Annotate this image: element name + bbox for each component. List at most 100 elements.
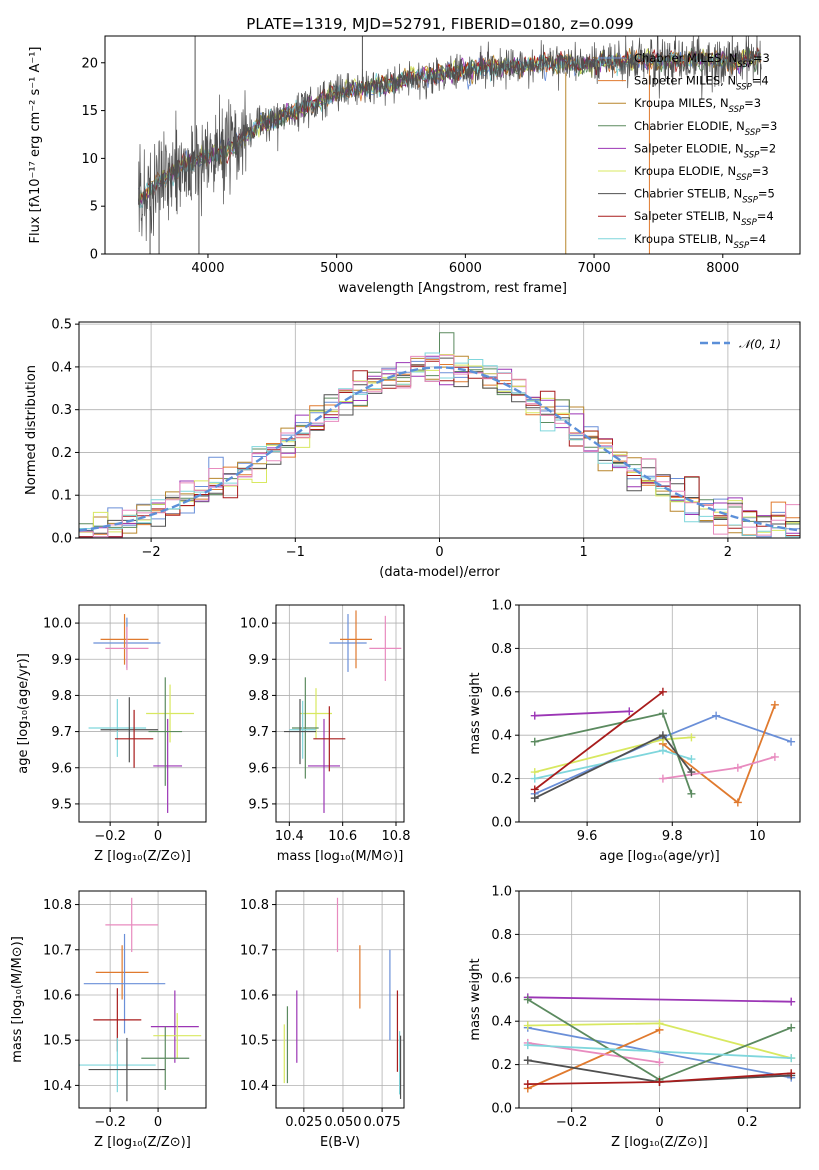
x-axis-label: Z [log₁₀(Z/Z⊙)] bbox=[94, 849, 191, 864]
weight-marker bbox=[787, 737, 796, 746]
x-axis-label: Z [log₁₀(Z/Z⊙)] bbox=[611, 1135, 708, 1150]
weight-marker bbox=[687, 755, 696, 764]
y-tick-label: 10.4 bbox=[43, 1079, 72, 1094]
x-tick-label: −2 bbox=[142, 545, 161, 560]
weight-marker bbox=[787, 1023, 796, 1032]
x-axis-label: wavelength [Angstrom, rest frame] bbox=[338, 281, 567, 296]
x-tick-label: 2 bbox=[724, 545, 732, 560]
weight-marker bbox=[687, 789, 696, 798]
weight-line bbox=[527, 1044, 792, 1059]
y-tick-label: 10.0 bbox=[43, 617, 72, 632]
plot-area bbox=[79, 332, 800, 538]
y-tick-label: 9.5 bbox=[51, 797, 72, 812]
x-tick-label: 9.6 bbox=[577, 829, 598, 844]
y-tick-label: 0.4 bbox=[491, 1015, 512, 1030]
weight-line bbox=[534, 710, 630, 717]
y-axis-label: age [log₁₀(age/yr)] bbox=[16, 653, 31, 774]
weight-line bbox=[534, 714, 792, 795]
y-tick-label: 1.0 bbox=[491, 599, 512, 614]
y-tick-label: 0.5 bbox=[51, 318, 72, 333]
y-tick-label: 10.5 bbox=[240, 1034, 269, 1049]
y-tick-label: 10.6 bbox=[240, 988, 269, 1003]
weight-marker bbox=[687, 733, 696, 742]
y-tick-label: 1.0 bbox=[491, 885, 512, 900]
residuals-panel: 𝒩(0, 1) −2 −1 0 1 2 0.0 0.1 0.2 0.3 0.4 0.5 (data-mo… bbox=[24, 318, 801, 580]
x-tick-label: 6000 bbox=[449, 261, 482, 276]
y-axis-label: mass weight bbox=[468, 958, 483, 1040]
y-tick-label: 9.6 bbox=[51, 761, 72, 776]
weight-line bbox=[527, 996, 792, 1003]
legend-label: Kroupa MILES, NSSP=3 bbox=[634, 96, 761, 115]
histogram-step bbox=[79, 354, 800, 538]
axes-frame bbox=[78, 604, 207, 823]
y-tick-label: 0.8 bbox=[491, 642, 512, 657]
weight-marker bbox=[733, 763, 742, 772]
weight-marker bbox=[787, 1069, 796, 1078]
plot-area bbox=[138, 36, 762, 254]
plot-area bbox=[284, 610, 402, 813]
x-tick-label: 0 bbox=[435, 545, 443, 560]
legend-label: Salpeter MILES, NSSP=4 bbox=[634, 74, 769, 93]
weight-marker bbox=[530, 737, 539, 746]
legend-label: Chabrier ELODIE, NSSP=3 bbox=[634, 119, 777, 138]
y-tick-label: 10.8 bbox=[240, 898, 269, 913]
legend-label: Kroupa STELIB, NSSP=4 bbox=[634, 232, 766, 251]
y-tick-label: 9.6 bbox=[248, 761, 269, 776]
x-axis-label: (data-model)/error bbox=[379, 565, 500, 580]
y-axis-label: Flux [fλ10⁻¹⁷ erg cm⁻² s⁻¹ A⁻¹] bbox=[28, 47, 43, 244]
weight-marker bbox=[530, 794, 539, 803]
y-tick-label: 10.8 bbox=[43, 898, 72, 913]
y-tick-label: 0.3 bbox=[51, 403, 72, 418]
plot-area bbox=[79, 897, 202, 1102]
weight-marker bbox=[530, 711, 539, 720]
x-tick-label: 0 bbox=[154, 1115, 162, 1130]
y-tick-label: 5 bbox=[90, 200, 98, 215]
weight-marker bbox=[655, 1077, 664, 1086]
x-tick-label: 5000 bbox=[320, 261, 353, 276]
x-tick-label: −0.2 bbox=[556, 1115, 588, 1130]
mass-vs-ebv-panel: 0.025 0.050 0.075 10.4 10.5 10.6 10.7 10.8 E(B-V… bbox=[240, 890, 405, 1150]
weight-marker bbox=[658, 687, 667, 696]
x-axis-label: mass [log₁₀(M/M⊙)] bbox=[277, 849, 404, 864]
y-tick-label: 0.1 bbox=[51, 489, 72, 504]
weight-marker bbox=[787, 997, 796, 1006]
weight-marker bbox=[625, 707, 634, 716]
x-tick-label: 0.025 bbox=[285, 1115, 322, 1130]
y-tick-label: 10.7 bbox=[43, 943, 72, 958]
x-tick-label: 4000 bbox=[191, 261, 224, 276]
y-tick-label: 10.7 bbox=[240, 943, 269, 958]
y-tick-label: 10.6 bbox=[43, 988, 72, 1003]
y-tick-label: 0.6 bbox=[491, 971, 512, 986]
x-tick-label: 1 bbox=[580, 545, 588, 560]
x-tick-label: 0.2 bbox=[737, 1115, 758, 1130]
y-tick-label: 9.5 bbox=[248, 797, 269, 812]
plot-area bbox=[530, 687, 796, 807]
axes-frame bbox=[78, 890, 207, 1109]
x-tick-label: −1 bbox=[286, 545, 305, 560]
x-tick-label: 7000 bbox=[578, 261, 611, 276]
figure-title: PLATE=1319, MJD=52791, FIBERID=0180, z=0… bbox=[246, 15, 633, 33]
weight-line bbox=[534, 749, 692, 780]
y-tick-label: 9.7 bbox=[248, 725, 269, 740]
x-tick-label: 10.6 bbox=[328, 829, 357, 844]
weight-line bbox=[534, 712, 693, 795]
y-tick-label: 20 bbox=[81, 56, 98, 71]
y-axis-label: Normed distribution bbox=[24, 365, 39, 495]
weight-marker bbox=[787, 1054, 796, 1063]
y-tick-label: 10.5 bbox=[43, 1034, 72, 1049]
weight-line bbox=[662, 704, 776, 804]
axes-frame bbox=[104, 35, 801, 255]
weight-vs-metallicity-panel: −0.2 0 0.2 0.0 0.2 0.4 0.6 0.8 1.0 Z [log₁₀(Z/Z⊙)… bbox=[468, 885, 801, 1150]
y-axis-label: mass [log₁₀(M/M⊙)] bbox=[10, 936, 25, 1063]
x-tick-label: 0.050 bbox=[324, 1115, 361, 1130]
weight-marker bbox=[770, 752, 779, 761]
histogram-step bbox=[79, 352, 800, 538]
y-tick-label: 9.9 bbox=[248, 653, 269, 668]
legend: Chabrier MILES, NSSP=3 Salpeter MILES, NS… bbox=[598, 51, 777, 251]
legend-label: Kroupa ELODIE, NSSP=3 bbox=[634, 164, 769, 183]
plot-area bbox=[523, 993, 796, 1093]
normal-curve bbox=[79, 366, 800, 532]
weight-marker bbox=[733, 798, 742, 807]
x-tick-label: 10.4 bbox=[275, 829, 304, 844]
y-tick-label: 0.4 bbox=[51, 360, 72, 375]
